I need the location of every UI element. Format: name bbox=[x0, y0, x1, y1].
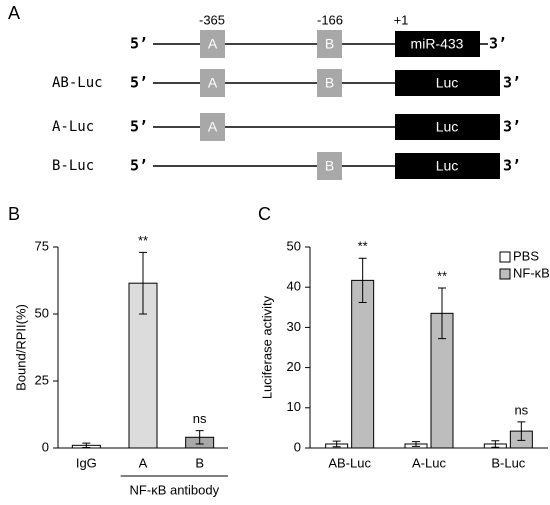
reporter-box bbox=[395, 114, 500, 140]
position-label: -365 bbox=[199, 12, 225, 27]
reporter-box bbox=[395, 153, 500, 179]
site-label: B bbox=[325, 75, 334, 91]
error-bar bbox=[412, 441, 420, 447]
construct-label: AB-Luc bbox=[52, 75, 103, 91]
y-tick-label: 0 bbox=[294, 439, 301, 454]
x-tick-label: IgG bbox=[76, 455, 97, 470]
error-bar bbox=[438, 287, 446, 340]
reporter-box bbox=[395, 70, 500, 96]
position-label: -166 bbox=[317, 12, 343, 27]
site-box bbox=[317, 69, 342, 97]
error-bar bbox=[82, 442, 91, 448]
error-bar bbox=[332, 440, 341, 448]
bar bbox=[351, 279, 375, 449]
x-tick-label: B-Luc bbox=[491, 455, 525, 470]
five-prime: 5’ bbox=[130, 118, 148, 136]
error-bar bbox=[139, 251, 147, 315]
site-box bbox=[200, 69, 225, 97]
y-axis-label: Bound/RPII(%) bbox=[13, 304, 28, 391]
y-tick-label: 25 bbox=[35, 372, 49, 387]
y-tick-label: 0 bbox=[42, 439, 49, 454]
reporter-label: Luc bbox=[436, 75, 459, 91]
reporter-label: Luc bbox=[436, 119, 459, 135]
x-tick-label: A-Luc bbox=[412, 455, 446, 470]
group-label: NF-κB antibody bbox=[130, 482, 220, 497]
significance: ns bbox=[193, 411, 207, 426]
significance: ns bbox=[514, 402, 528, 417]
gene-box bbox=[395, 31, 480, 57]
five-prime: 5’ bbox=[130, 35, 148, 53]
y-axis-label: Luciferase activity bbox=[259, 295, 274, 399]
five-prime: 5’ bbox=[130, 157, 148, 175]
significance: ** bbox=[138, 233, 148, 248]
three-prime: 3’ bbox=[503, 74, 521, 92]
x-tick-label: A bbox=[139, 455, 148, 470]
y-tick-label: 75 bbox=[35, 238, 49, 253]
three-prime: 3’ bbox=[503, 118, 521, 136]
construct-label: A-Luc bbox=[52, 119, 94, 135]
five-prime: 5’ bbox=[130, 74, 148, 92]
error-bar bbox=[517, 421, 526, 441]
site-box bbox=[317, 30, 342, 58]
three-prime: 3’ bbox=[489, 35, 507, 53]
y-tick-label: 40 bbox=[287, 279, 301, 294]
y-tick-label: 10 bbox=[287, 399, 301, 414]
gene-label: miR-433 bbox=[411, 36, 464, 52]
panel-label: C bbox=[258, 204, 271, 224]
x-tick-label: B bbox=[195, 455, 204, 470]
significance: ** bbox=[358, 239, 368, 254]
site-label: B bbox=[325, 36, 334, 52]
legend-label: PBS bbox=[513, 248, 539, 263]
site-label: A bbox=[208, 75, 218, 91]
error-bar bbox=[358, 257, 367, 303]
site-box bbox=[200, 113, 225, 141]
panel-label: A bbox=[8, 3, 20, 23]
significance: ** bbox=[437, 268, 447, 283]
y-tick-label: 50 bbox=[35, 305, 49, 320]
site-box bbox=[317, 152, 342, 180]
reporter-label: Luc bbox=[436, 158, 459, 174]
panel-a: A -365 -166 +1 5’ A B miR-433 3’ AB-Luc … bbox=[8, 3, 521, 180]
error-bar bbox=[491, 440, 500, 448]
legend-label: NF-κB bbox=[513, 265, 550, 280]
y-tick-label: 30 bbox=[287, 319, 301, 334]
site-label: A bbox=[208, 36, 218, 52]
x-tick-label: AB-Luc bbox=[328, 455, 371, 470]
panel-label: B bbox=[8, 204, 20, 224]
error-bar bbox=[195, 430, 204, 445]
site-box bbox=[200, 30, 225, 58]
construct-label: B-Luc bbox=[52, 158, 94, 174]
legend-swatch bbox=[499, 251, 511, 263]
position-label: +1 bbox=[394, 12, 409, 27]
three-prime: 3’ bbox=[503, 157, 521, 175]
y-tick-label: 50 bbox=[287, 238, 301, 253]
legend-swatch bbox=[499, 268, 511, 280]
y-tick-label: 20 bbox=[287, 359, 301, 374]
site-label: B bbox=[325, 158, 334, 174]
site-label: A bbox=[208, 119, 218, 135]
